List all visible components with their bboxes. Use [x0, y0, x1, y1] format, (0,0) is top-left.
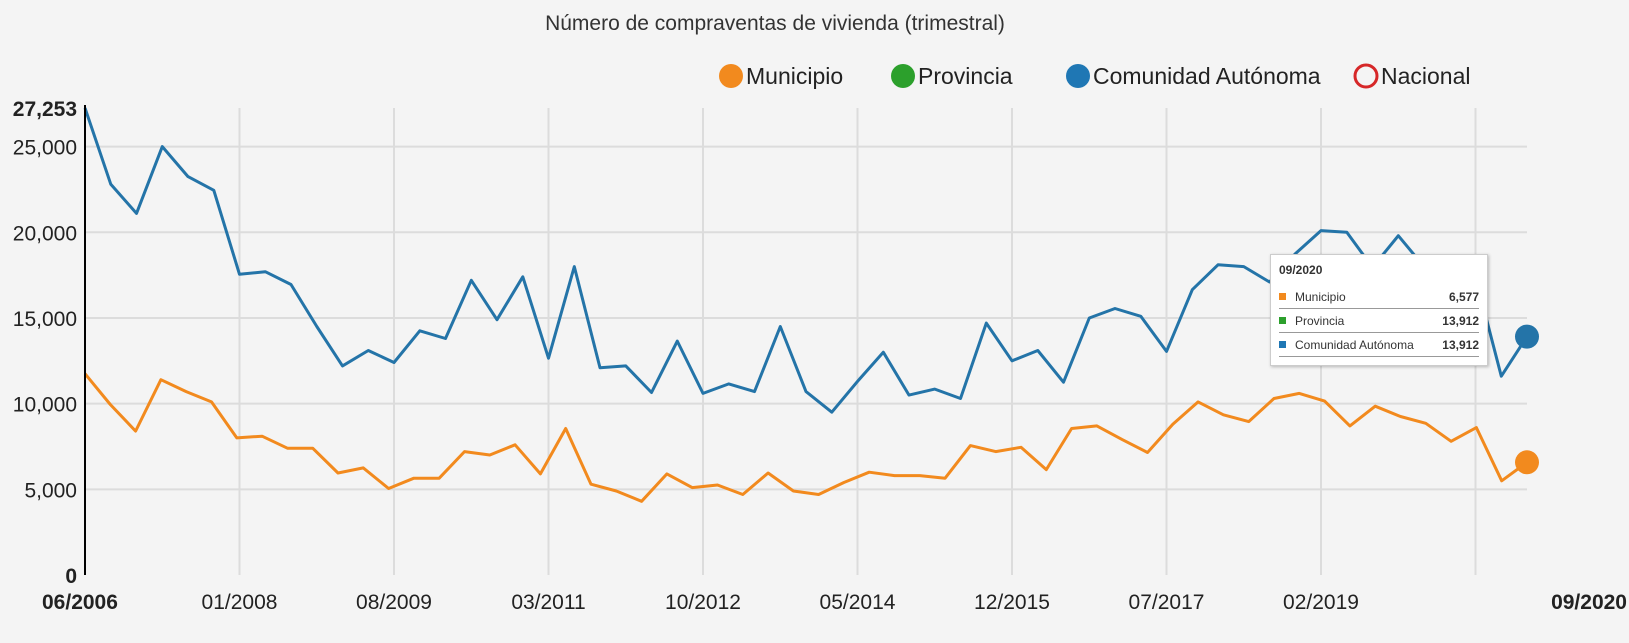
- x-tick-label: 02/2019: [1283, 591, 1359, 614]
- legend-item-municipio[interactable]: Municipio: [719, 63, 843, 89]
- municipio-swatch: [1279, 293, 1286, 300]
- provincia-swatch: [1279, 317, 1286, 324]
- x-tick-label: 12/2015: [974, 591, 1050, 614]
- legend-marker-nacional: [1353, 63, 1379, 89]
- tooltip-title: 09/2020: [1279, 263, 1323, 277]
- x-tick-label: 01/2008: [202, 591, 278, 614]
- tooltip-label: Provincia: [1295, 313, 1345, 328]
- x-axis-ticks: 06/2006 01/2008 08/2009 03/2011 10/2012 05/20…: [42, 591, 1627, 614]
- tooltip-value: 6,577: [1448, 289, 1479, 304]
- series-end-marker-municipio[interactable]: [1515, 450, 1539, 475]
- legend-marker-comunidad-aut-noma: [1066, 64, 1090, 88]
- x-tick-label: 05/2014: [820, 591, 896, 614]
- tooltip-row-provincia: Provincia 13,912: [1279, 309, 1479, 333]
- legend-item-nacional[interactable]: Nacional: [1353, 63, 1471, 89]
- legend-label: Municipio: [746, 63, 843, 89]
- tooltip-row-comunidad: Comunidad Autónoma 13,912: [1279, 333, 1479, 357]
- legend-label: Comunidad Autónoma: [1093, 63, 1321, 89]
- series-line-municipio: [83, 372, 1528, 503]
- y-tick-label: 27,253: [13, 98, 77, 121]
- x-tick-label: 10/2012: [665, 591, 741, 614]
- x-tick-label: 08/2009: [356, 591, 432, 614]
- y-tick-label: 25,000: [13, 137, 77, 160]
- x-tick-label: 03/2011: [511, 591, 585, 614]
- tooltip-label: Comunidad Autónoma: [1295, 337, 1414, 352]
- tooltip-row-municipio: Municipio 6,577: [1279, 285, 1479, 309]
- y-tick-label: 5,000: [24, 479, 77, 502]
- tooltip-value: 13,912: [1442, 313, 1479, 328]
- legend-label: Nacional: [1381, 63, 1471, 89]
- series-end-marker-comunidad-aut-noma[interactable]: [1515, 324, 1539, 349]
- tooltip-value: 13,912: [1442, 337, 1479, 352]
- tooltip: 09/2020 Municipio 6,577 Provincia 13,912…: [1270, 254, 1488, 366]
- y-tick-label: 15,000: [13, 308, 77, 331]
- tooltip-label: Municipio: [1295, 289, 1346, 304]
- y-axis-ticks: 0 5,000 10,000 15,000 20,000 25,000 27,253: [13, 98, 77, 588]
- legend: Municipio Provincia Comunidad Autónoma Naci…: [719, 63, 1471, 89]
- legend-label: Provincia: [918, 63, 1013, 89]
- legend-item-provincia[interactable]: Provincia: [891, 63, 1013, 89]
- comunidad-swatch: [1279, 341, 1286, 348]
- y-tick-label: 10,000: [13, 394, 77, 417]
- legend-item-comunidad-aut-noma[interactable]: Comunidad Autónoma: [1066, 63, 1321, 89]
- legend-marker-provincia: [891, 64, 915, 88]
- legend-marker-municipio: [719, 64, 743, 88]
- series-end-markers[interactable]: [1515, 324, 1539, 475]
- y-tick-label: 0: [65, 565, 77, 588]
- x-tick-label: 09/2020: [1551, 591, 1627, 614]
- y-tick-label: 20,000: [13, 222, 77, 245]
- chart-title: Número de compraventas de vivienda (trim…: [545, 12, 1005, 35]
- x-tick-label: 07/2017: [1129, 591, 1205, 614]
- x-tick-label: 06/2006: [42, 591, 118, 614]
